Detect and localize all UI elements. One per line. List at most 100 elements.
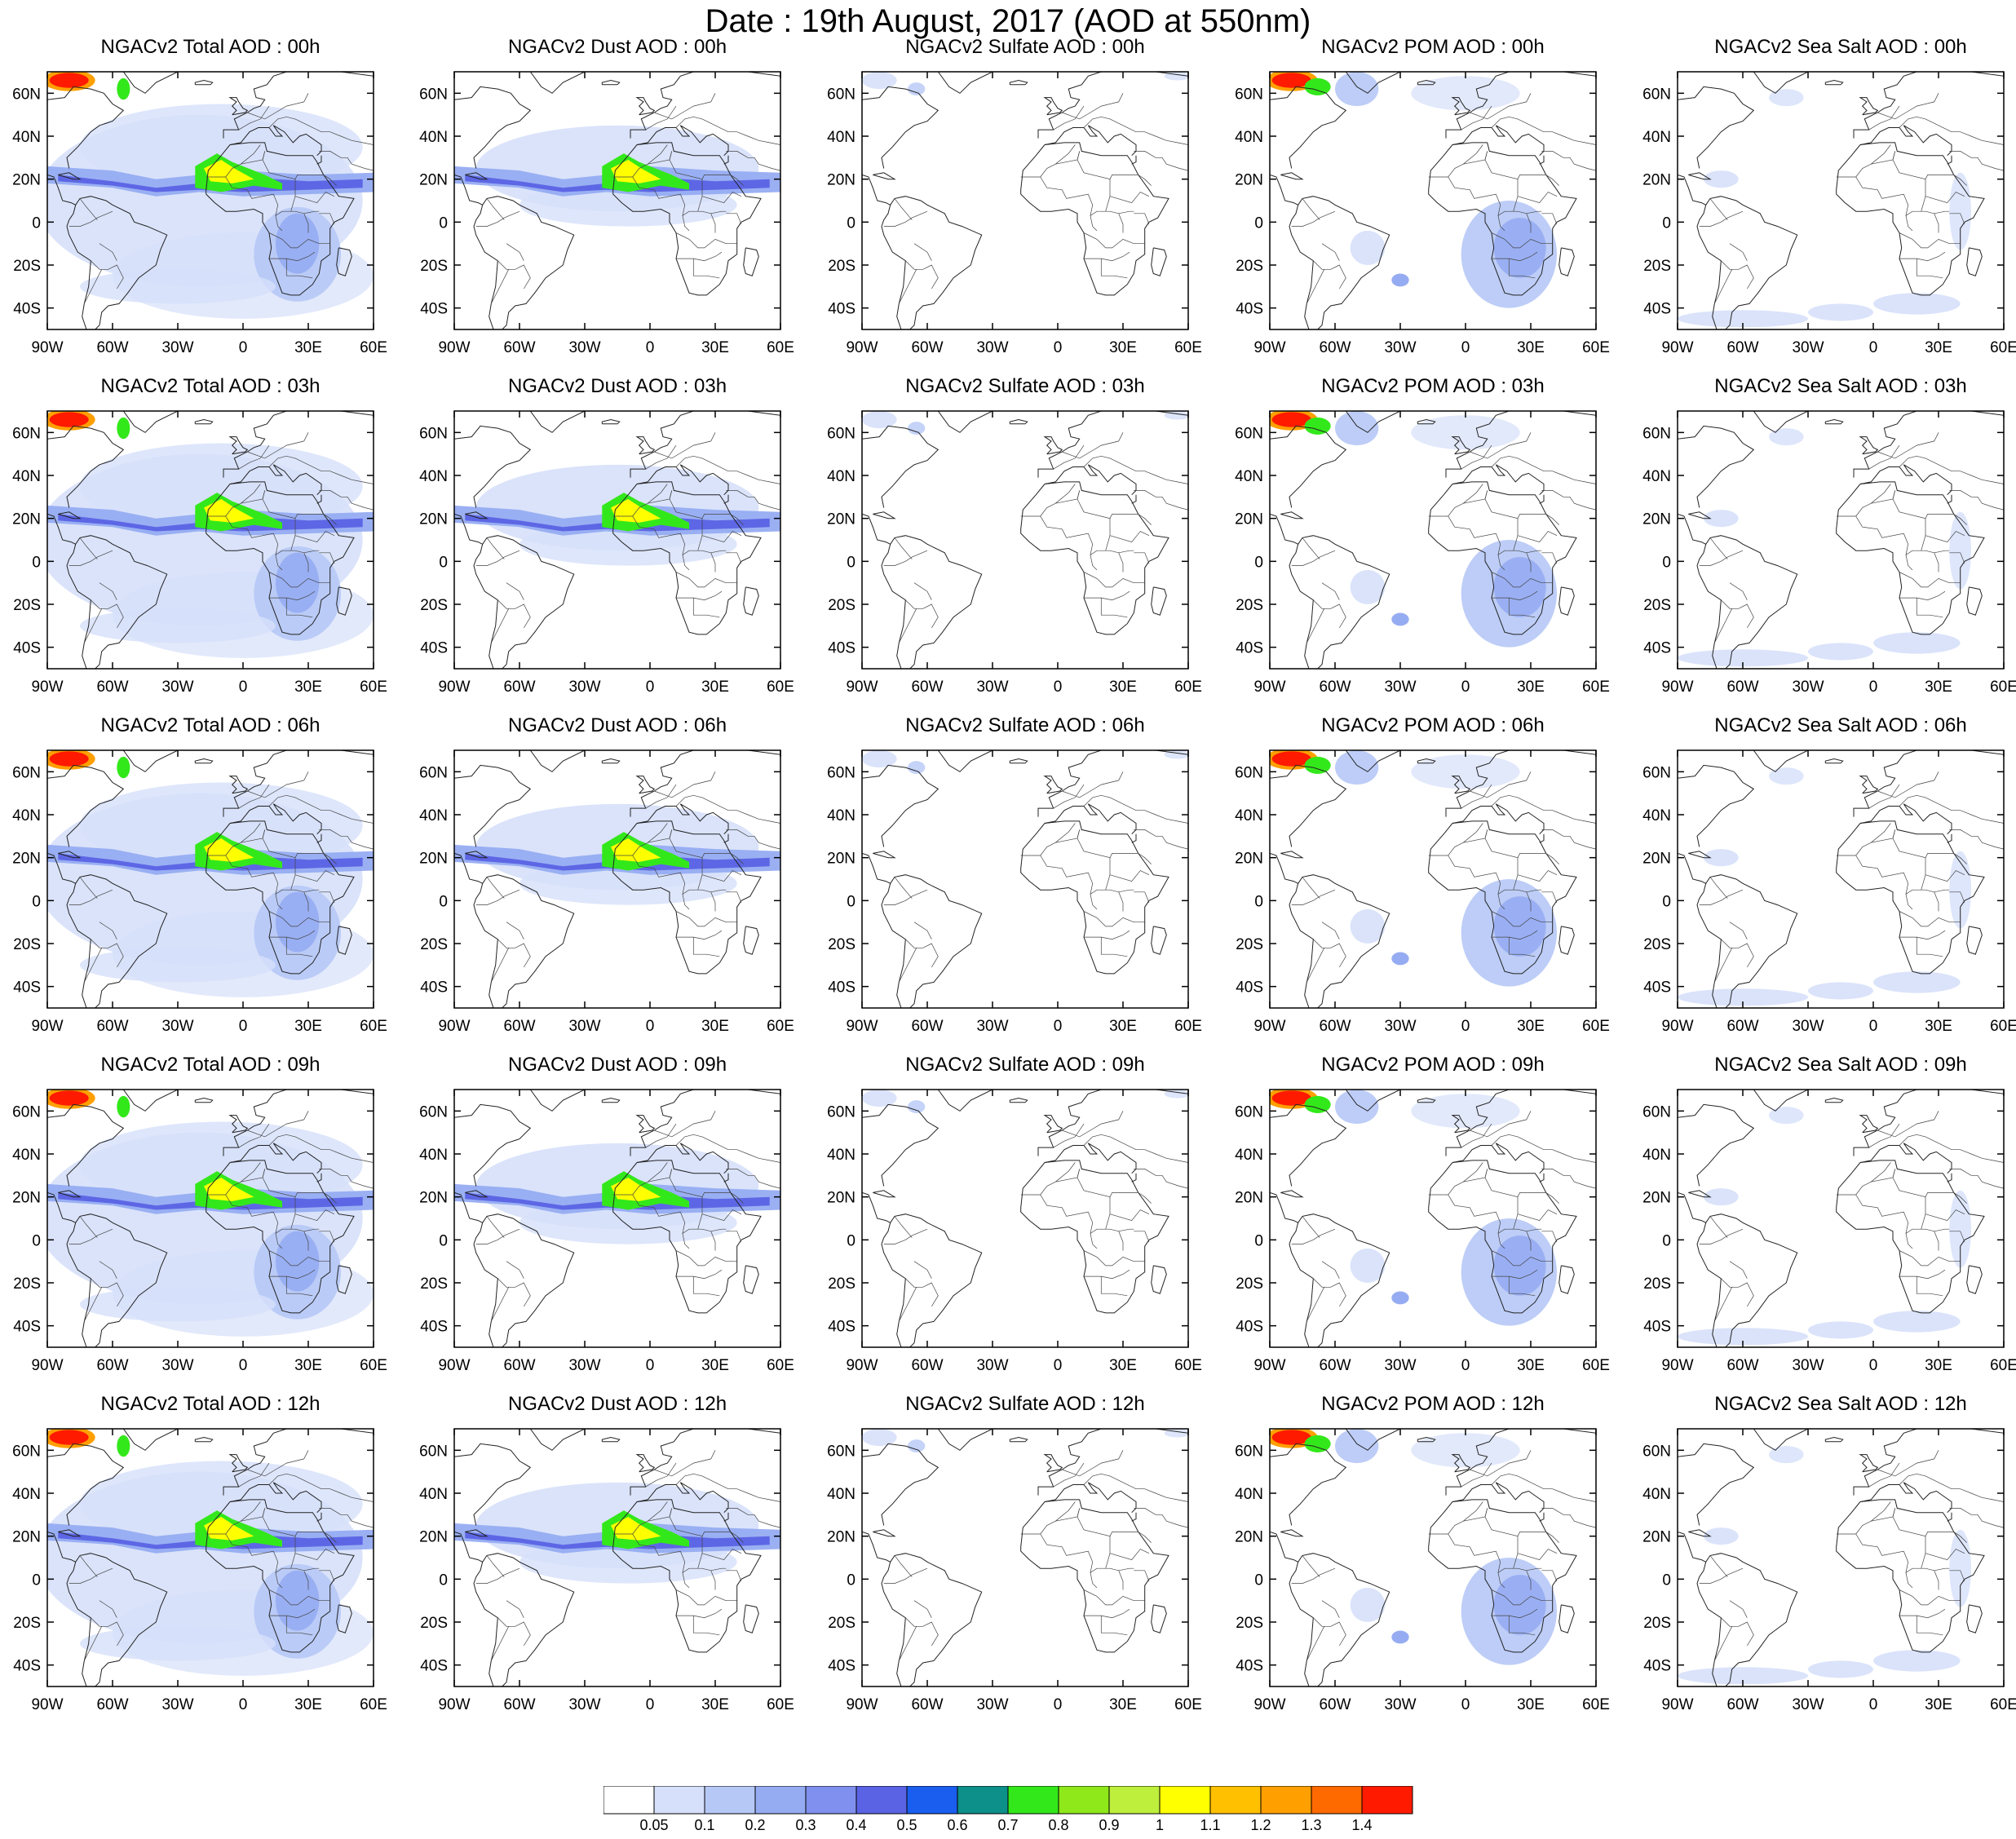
country-border	[1138, 175, 1152, 186]
country-border	[1134, 829, 1188, 850]
lat-tick-label: 0	[1662, 893, 1671, 910]
lat-tick-label: 60N	[1235, 86, 1263, 103]
country-border	[1526, 1570, 1532, 1590]
coastline	[1270, 513, 1390, 669]
lat-tick-label: 40N	[1235, 807, 1263, 824]
country-border	[268, 572, 330, 588]
coastline	[630, 750, 698, 817]
country-border	[506, 1261, 524, 1279]
coastline	[1451, 1454, 1471, 1473]
country-border	[323, 1532, 337, 1543]
map-frame	[46, 71, 374, 330]
country-border	[1134, 490, 1188, 511]
colorbar-label: 1.3	[1301, 1817, 1321, 1833]
country-border	[1899, 1250, 1961, 1267]
panel-title: NGACv2 POM AOD : 12h	[1321, 1393, 1545, 1415]
aod-plume	[1411, 415, 1520, 450]
coastline	[862, 86, 939, 169]
coastline	[1688, 172, 1712, 180]
coastline	[1539, 155, 1545, 165]
lon-tick-label: 30W	[161, 679, 193, 696]
country-border	[1721, 1278, 1754, 1307]
lon-tick-label: 30E	[294, 1357, 322, 1374]
coastline	[1678, 174, 1798, 329]
lon-tick-label: 30E	[701, 339, 729, 356]
coastline	[206, 820, 355, 975]
country-border	[1118, 552, 1124, 572]
lat-tick-label: 0	[1254, 893, 1263, 910]
coastline	[1558, 926, 1575, 955]
lon-tick-label: 0	[239, 1357, 248, 1374]
lat-tick-label: 20N	[419, 511, 448, 528]
lon-tick-label: 60E	[1174, 679, 1202, 696]
country-border	[1709, 1216, 1728, 1238]
coastline	[1149, 1090, 1188, 1094]
coastline	[1539, 494, 1545, 504]
colorbar-label: 0.9	[1099, 1817, 1119, 1833]
country-border	[1868, 105, 1900, 130]
country-border	[1836, 1169, 1896, 1196]
lat-tick-label: 0	[847, 1572, 855, 1589]
aod-plume	[908, 761, 926, 774]
country-border	[1100, 937, 1128, 957]
colorbar-swatch	[957, 1785, 1009, 1815]
country-border	[1291, 1228, 1336, 1244]
coastline	[630, 1429, 698, 1496]
lon-tick-label: 60W	[911, 1357, 943, 1374]
coastline	[1853, 72, 1921, 139]
country-border	[1892, 1508, 1926, 1569]
country-border	[1545, 1532, 1559, 1543]
aod-plume	[1304, 417, 1331, 435]
country-border	[1321, 1600, 1340, 1618]
coastline	[206, 481, 355, 635]
coastline	[454, 1531, 575, 1686]
lat-tick-label: 60N	[1642, 1103, 1671, 1121]
country-border	[1953, 853, 1967, 864]
coastline	[47, 1443, 125, 1526]
country-border	[1134, 213, 1150, 225]
coastline	[1149, 72, 1188, 77]
coastline	[1428, 481, 1577, 635]
coastline	[601, 79, 621, 86]
coastline	[636, 803, 729, 835]
coastline	[47, 513, 168, 669]
aod-plume	[80, 608, 276, 643]
coastline	[1417, 1436, 1436, 1443]
map-plot: 90W 60W 30W 0 30E 60E 60N 40N 20N 0 20S 40S	[419, 749, 794, 1035]
coastline	[229, 1482, 322, 1514]
coastline	[1270, 425, 1347, 508]
lat-tick-label: 40S	[828, 640, 855, 657]
coastline	[1149, 750, 1188, 755]
lon-tick-label: 60E	[767, 1357, 794, 1374]
coastline	[937, 72, 993, 94]
country-border	[1713, 608, 1733, 643]
coastline	[1678, 1443, 1755, 1526]
lat-tick-label: 60N	[419, 1443, 448, 1460]
country-border	[275, 215, 283, 232]
lat-tick-label: 20N	[827, 1190, 855, 1207]
lon-tick-label: 30W	[568, 1357, 600, 1374]
country-border	[726, 1508, 780, 1528]
country-border	[1899, 232, 1961, 249]
coastline	[601, 1436, 621, 1443]
coastline	[1558, 1265, 1575, 1294]
lon-tick-label: 90W	[438, 679, 470, 696]
country-border	[69, 210, 113, 227]
lat-tick-label: 0	[439, 554, 448, 571]
aod-plume	[276, 552, 320, 613]
country-border	[1949, 1570, 1965, 1582]
map-panel-sulfate-0: NGACv2 Sulfate AOD : 00h 90W 60W 30W 0 30E 60E…	[827, 36, 1202, 362]
lon-tick-label: 0	[646, 339, 655, 356]
coastline	[1859, 97, 1879, 116]
lon-tick-label: 60E	[1582, 339, 1610, 356]
country-border	[1905, 1572, 1913, 1589]
country-border	[294, 175, 324, 179]
panel-title: NGACv2 Sulfate AOD : 06h	[905, 714, 1145, 736]
lat-tick-label: 20N	[827, 851, 855, 868]
country-border	[1448, 515, 1542, 556]
country-border	[710, 552, 716, 572]
country-border	[69, 889, 113, 905]
lat-tick-label: 40S	[13, 1658, 41, 1675]
aod-plume	[1335, 411, 1379, 446]
country-border	[675, 116, 716, 128]
